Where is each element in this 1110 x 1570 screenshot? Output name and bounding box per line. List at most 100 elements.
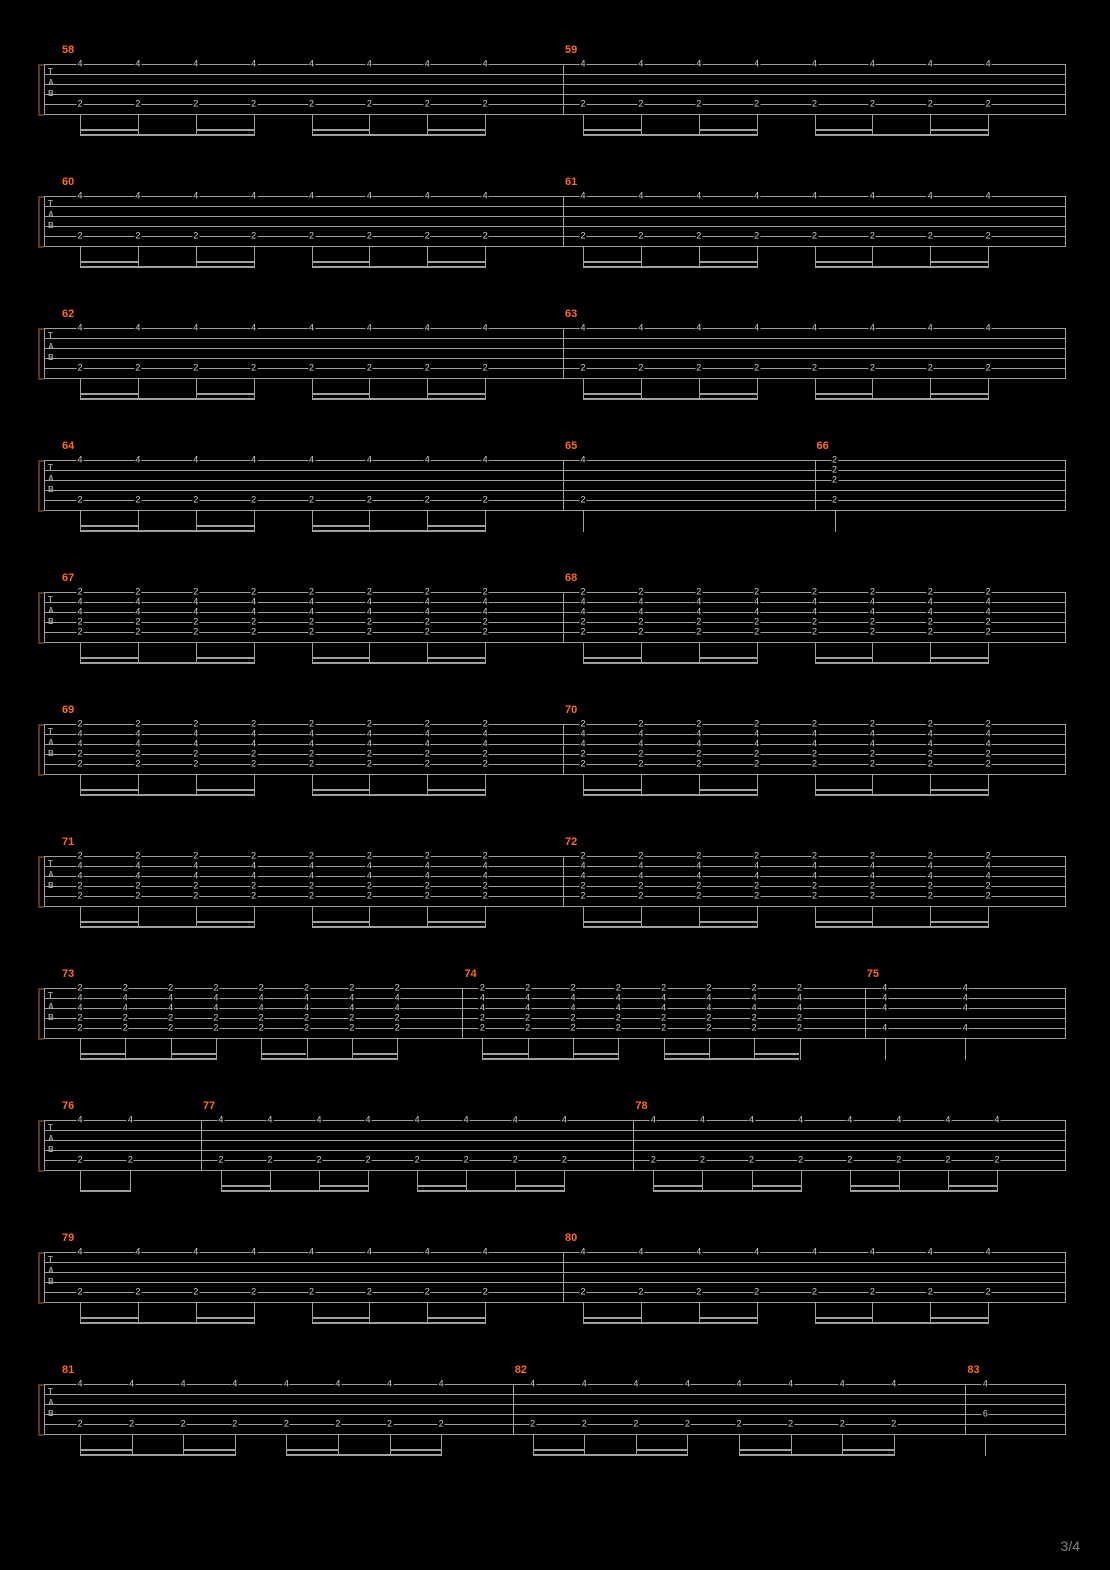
tab-note: 2	[76, 750, 83, 759]
beam-secondary	[815, 1317, 873, 1319]
beam-secondary	[815, 261, 873, 263]
tab-note: 4	[660, 994, 667, 1003]
note-stem	[312, 774, 313, 796]
tab-note: 4	[479, 1004, 486, 1013]
tab-note: 2	[258, 1014, 265, 1023]
note-stem	[338, 1434, 339, 1456]
tab-note: 4	[134, 598, 141, 607]
note-stem	[985, 1434, 986, 1456]
staff-line	[44, 1160, 1066, 1161]
tab-note: 2	[797, 1156, 804, 1165]
note-stem	[757, 246, 758, 268]
tab-note: 4	[334, 1380, 341, 1389]
note-stem	[80, 642, 81, 664]
tab-note: 4	[366, 730, 373, 739]
tab-note: 2	[753, 628, 760, 637]
measure-number: 62	[62, 308, 74, 320]
note-stem	[842, 1434, 843, 1456]
tab-note: 2	[985, 364, 992, 373]
tab-note: 4	[869, 1248, 876, 1257]
tab-note: 2	[482, 100, 489, 109]
tab-note: 2	[303, 1024, 310, 1033]
tab-note: 2	[637, 882, 644, 891]
beam-secondary	[196, 129, 254, 131]
tab-note: 2	[479, 1014, 486, 1023]
tab-note: 2	[482, 852, 489, 861]
tab-note: 4	[250, 608, 257, 617]
tab-system: TAB7124422244222442224422244222442224422…	[44, 822, 1066, 930]
tab-note: 4	[985, 862, 992, 871]
note-stem	[80, 906, 81, 928]
measure-number: 72	[565, 836, 577, 848]
tab-note: 4	[705, 1004, 712, 1013]
tab-note: 2	[927, 618, 934, 627]
tab-system: TAB6924422244222442224422244222442224422…	[44, 690, 1066, 798]
tab-note: 4	[579, 192, 586, 201]
tab-note: 2	[366, 882, 373, 891]
tab-note: 4	[695, 730, 702, 739]
barline	[563, 328, 564, 378]
tab-system: TAB794242424242424242804242424242424242	[44, 1218, 1066, 1326]
tab-note: 2	[579, 588, 586, 597]
tab-note: 2	[811, 1288, 818, 1297]
beam-secondary	[699, 657, 757, 659]
tab-note: 2	[811, 588, 818, 597]
barline	[1065, 328, 1066, 378]
beam-secondary	[699, 921, 757, 923]
tab-note: 2	[811, 100, 818, 109]
staff-line	[44, 1150, 1066, 1151]
tab-note: 4	[881, 994, 888, 1003]
note-stem	[254, 774, 255, 796]
tab-note: 4	[529, 1380, 536, 1389]
note-stem	[427, 1302, 428, 1324]
tab-note: 2	[637, 588, 644, 597]
tab-note: 6	[982, 1410, 989, 1419]
beam-secondary	[699, 393, 757, 395]
tab-note: 2	[192, 364, 199, 373]
beam-secondary	[312, 1317, 370, 1319]
tab-note: 2	[366, 496, 373, 505]
tab-note: 2	[944, 1156, 951, 1165]
tab-note: 4	[250, 730, 257, 739]
note-stem	[427, 246, 428, 268]
tab-note: 2	[637, 720, 644, 729]
tab-note: 2	[308, 720, 315, 729]
beam-secondary	[948, 1185, 997, 1187]
tab-note: 2	[424, 628, 431, 637]
tab-note: 4	[167, 994, 174, 1003]
beam-secondary	[312, 525, 370, 527]
beam	[482, 1058, 618, 1060]
tab-note: 2	[212, 1024, 219, 1033]
note-stem	[196, 378, 197, 400]
tab-note: 4	[315, 1116, 322, 1125]
note-stem	[583, 114, 584, 136]
tab-note: 2	[76, 1024, 83, 1033]
tab-note: 2	[985, 720, 992, 729]
tab-note: 4	[846, 1116, 853, 1125]
tab-note: 4	[637, 740, 644, 749]
tab-note: 2	[76, 984, 83, 993]
tab-note: 2	[695, 852, 702, 861]
tab-note: 4	[192, 324, 199, 333]
note-stem	[312, 906, 313, 928]
tab-note: 2	[985, 100, 992, 109]
tab-note: 2	[579, 892, 586, 901]
tab-note: 4	[424, 598, 431, 607]
note-stem	[584, 1434, 585, 1456]
tab-note: 4	[482, 1248, 489, 1257]
beam-secondary	[261, 1053, 306, 1055]
tab-note: 4	[512, 1116, 519, 1125]
tab-note: 2	[579, 852, 586, 861]
measure-number: 82	[515, 1364, 527, 1376]
tab-note: 2	[615, 1024, 622, 1033]
tab-note: 2	[695, 588, 702, 597]
tab-note: 4	[308, 872, 315, 881]
note-stem	[466, 1170, 467, 1192]
note-stem	[235, 1434, 236, 1456]
staff-line	[44, 216, 1066, 217]
note-stem	[485, 906, 486, 928]
tab-note: 2	[579, 720, 586, 729]
tab-note: 2	[869, 852, 876, 861]
staff-line	[44, 84, 1066, 85]
tab-note: 4	[127, 1116, 134, 1125]
